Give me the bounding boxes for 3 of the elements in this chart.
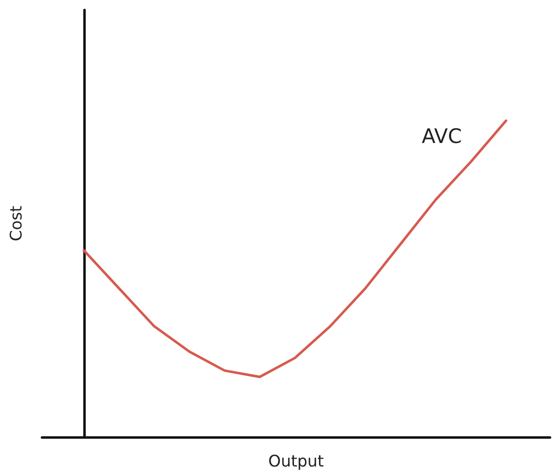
y-axis-title: Cost bbox=[6, 206, 26, 242]
x-axis-title: Output bbox=[268, 452, 324, 470]
series-label: AVC bbox=[422, 124, 462, 148]
